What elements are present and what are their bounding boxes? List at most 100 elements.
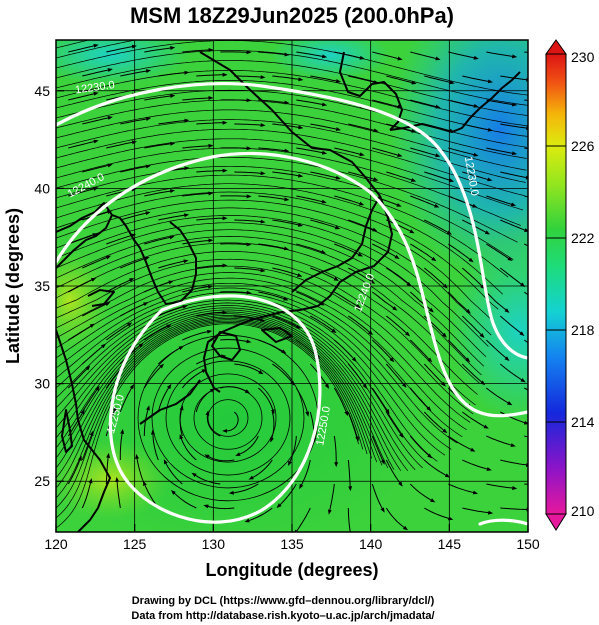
streamline: [81, 430, 94, 461]
contour-north-12230: [56, 82, 528, 360]
streamline: [196, 168, 228, 173]
streamline: [448, 99, 479, 108]
streamline: [448, 147, 479, 157]
streamline: [220, 242, 252, 247]
y-tick-label: 40: [34, 180, 50, 196]
streamline: [68, 323, 95, 341]
streamline: [56, 314, 389, 469]
streamline: [105, 452, 111, 485]
streamline: [485, 339, 510, 362]
streamline: [82, 68, 113, 77]
streamline: [120, 69, 152, 77]
streamline: [447, 339, 471, 363]
streamline: [56, 40, 91, 49]
anticyclone-streamline: [207, 399, 249, 437]
streamline: [56, 313, 395, 470]
streamline: [196, 354, 227, 365]
colorbar-min-arrow: [545, 513, 567, 531]
colorbar: 230 226 222 218 214 210: [545, 39, 595, 531]
streamline: [56, 272, 471, 423]
streamline: [272, 267, 303, 277]
streamline: [144, 324, 172, 341]
colorbar-tick-label: 230: [571, 49, 595, 65]
streamline: [106, 322, 133, 341]
streamline: [500, 123, 528, 130]
height-contours: [56, 82, 528, 526]
streamline: [310, 219, 341, 230]
streamline: [143, 363, 165, 389]
streamline: [56, 307, 416, 471]
streamline: [56, 292, 452, 450]
streamline: [372, 243, 400, 260]
streamline: [56, 183, 503, 295]
streamline: [410, 147, 441, 158]
colorbar-tick-label: 214: [571, 414, 595, 430]
streamline: [56, 79, 528, 137]
streamline: [334, 291, 362, 309]
streamline: [372, 51, 403, 61]
streamline: [348, 219, 378, 232]
streamline: [486, 51, 518, 59]
streamline: [56, 109, 527, 171]
coast-russia: [199, 51, 381, 197]
x-tick-label: 140: [359, 536, 383, 552]
streamline: [56, 302, 431, 466]
streamline: [348, 267, 376, 284]
streamline: [499, 363, 526, 383]
streamline: [143, 405, 150, 437]
coast-honshu: [203, 195, 393, 393]
streamline: [56, 236, 482, 376]
streamline: [56, 156, 518, 243]
streamline: [371, 339, 395, 363]
anticyclone-streamline: [165, 360, 291, 476]
streamline: [461, 315, 485, 338]
colorbar-ticks: 230 226 222 218 214 210: [546, 49, 595, 519]
contour-central-12240: [56, 151, 528, 418]
streamline: [196, 120, 228, 125]
streamline: [385, 459, 403, 487]
streamline: [67, 455, 82, 485]
streamline: [486, 195, 517, 207]
streamline: [386, 75, 417, 85]
y-tick-label: 35: [34, 278, 50, 294]
streamline: [144, 235, 175, 245]
streamline: [82, 115, 113, 125]
streamline: [56, 60, 528, 116]
streamline: [56, 309, 409, 472]
streamline: [56, 165, 514, 260]
streamline: [500, 507, 528, 512]
streamline: [158, 304, 188, 317]
streamline: [333, 435, 339, 468]
streamline: [106, 233, 136, 245]
streamline: [56, 199, 495, 323]
x-axis: 120 125 130 135 140 145 150: [44, 524, 540, 552]
streamline: [56, 40, 138, 59]
coast-china: [56, 202, 113, 269]
streamline: [448, 243, 474, 263]
streamline: [485, 291, 510, 313]
streamline: [424, 219, 452, 235]
streamline: [56, 277, 467, 430]
coast-shandong: [87, 289, 115, 307]
coast-kyushu: [211, 331, 241, 361]
streamline: [220, 290, 252, 295]
contour-southeast: [478, 518, 528, 526]
streamline: [371, 387, 390, 415]
streamline: [310, 123, 342, 132]
streamline: [68, 43, 99, 53]
streamline: [410, 51, 441, 61]
streamline: [56, 265, 474, 415]
streamline: [372, 99, 403, 109]
streamline: [56, 50, 528, 106]
streamline: [424, 75, 455, 85]
streamline: [348, 123, 379, 133]
footer-source: Data from http://database.rish.kyoto–u.a…: [131, 610, 434, 622]
streamline: [119, 428, 125, 460]
streamline: [348, 75, 379, 85]
streamline: [310, 75, 342, 83]
x-tick-label: 135: [280, 536, 304, 552]
streamline: [276, 483, 297, 508]
streamline: [334, 147, 365, 157]
y-tick-label: 45: [34, 83, 50, 99]
coast-shikoku: [261, 327, 293, 343]
